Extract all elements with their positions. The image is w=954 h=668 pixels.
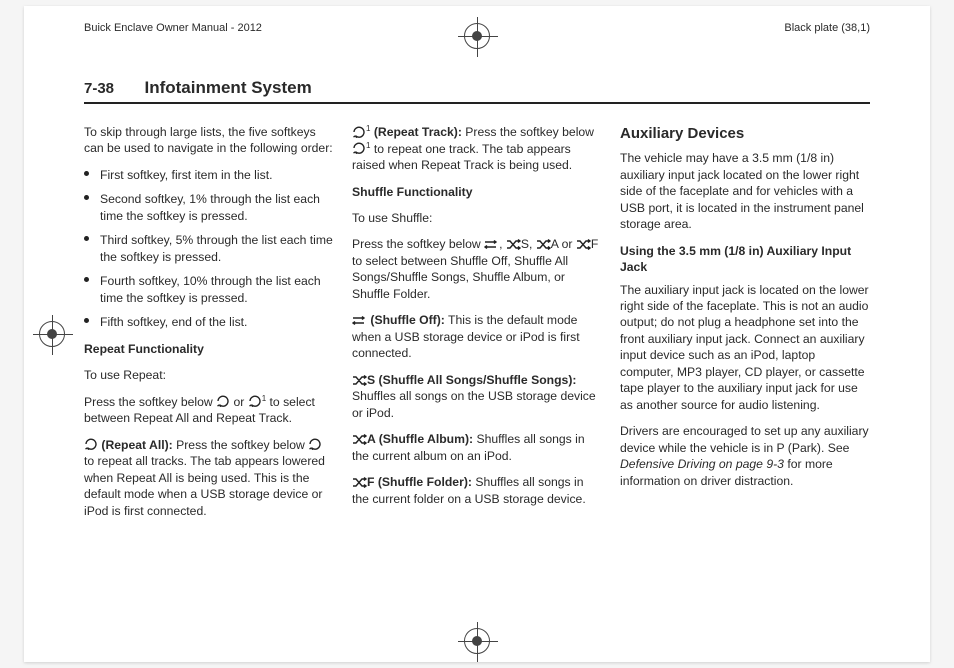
label: A (Shuffle Album): <box>367 432 473 446</box>
repeat-icon <box>352 126 366 138</box>
shuffle-press: Press the softkey below , S, A or F to s… <box>352 236 602 302</box>
shuffle-icon <box>536 238 551 250</box>
content-columns: To skip through large lists, the five so… <box>84 124 870 622</box>
page-number: 7-38 <box>84 80 114 97</box>
repeat-track: 1 (Repeat Track): Press the softkey belo… <box>352 124 602 174</box>
repeat-icon <box>308 438 322 450</box>
repeat-icon <box>248 395 262 407</box>
list-item: First softkey, first item in the list. <box>84 167 334 183</box>
intro-text: To skip through large lists, the five so… <box>84 124 334 157</box>
text: to repeat all tracks. The tab appears lo… <box>84 454 325 517</box>
label: (Repeat Track): <box>370 125 461 139</box>
text: Shuffles all songs on the USB storage de… <box>352 389 596 419</box>
text: Press the softkey below <box>462 125 594 139</box>
header-right: Black plate (38,1) <box>784 22 870 34</box>
label: S (Shuffle All Songs/Shuffle Songs): <box>367 373 576 387</box>
shuffle-album: A (Shuffle Album): Shuffles all songs in… <box>352 431 602 464</box>
registration-mark-left <box>39 321 65 347</box>
list-item: Fifth softkey, end of the list. <box>84 314 334 330</box>
list-item-text: Third softkey, 5% through the list each … <box>100 233 333 263</box>
cross-reference: Defensive Driving on page 9-3 <box>620 457 784 471</box>
text: to repeat one track. The tab appears rai… <box>352 142 572 172</box>
softkey-list: First softkey, first item in the list. S… <box>84 167 334 331</box>
arrows-icon <box>352 314 367 326</box>
repeat-press: Press the softkey below or 1 to select b… <box>84 394 334 427</box>
section-header: 7-38 Infotainment System <box>84 78 870 104</box>
shuffle-icon <box>352 476 367 488</box>
repeat-icon <box>352 142 366 154</box>
text: , <box>499 237 506 251</box>
list-item-text: Second softkey, 1% through the list each… <box>100 192 320 222</box>
text: S, <box>521 237 536 251</box>
list-item-text: First softkey, first item in the list. <box>100 168 272 182</box>
arrows-icon <box>484 238 499 250</box>
list-item-text: Fifth softkey, end of the list. <box>100 315 247 329</box>
text: Press the softkey below <box>352 237 484 251</box>
text: or <box>230 395 248 409</box>
aux-subheading: Using the 3.5 mm (1/8 in) Auxiliary Inpu… <box>620 243 870 276</box>
label: F (Shuffle Folder): <box>367 475 472 489</box>
shuffle-folder: F (Shuffle Folder): Shuffles all songs i… <box>352 474 602 507</box>
registration-mark-bottom <box>464 628 490 654</box>
section-title: Infotainment System <box>144 78 311 97</box>
list-item: Fourth softkey, 10% through the list eac… <box>84 273 334 306</box>
repeat-intro: To use Repeat: <box>84 367 334 383</box>
registration-mark-top <box>464 23 490 49</box>
shuffle-off: (Shuffle Off): This is the default mode … <box>352 312 602 361</box>
column-3: Auxiliary Devices The vehicle may have a… <box>620 124 870 622</box>
aux-heading: Auxiliary Devices <box>620 124 870 144</box>
shuffle-icon <box>352 433 367 445</box>
text: Press the softkey below <box>84 395 216 409</box>
aux-body-2: Drivers are encouraged to set up any aux… <box>620 423 870 489</box>
repeat-heading: Repeat Functionality <box>84 341 334 357</box>
column-2: 1 (Repeat Track): Press the softkey belo… <box>352 124 602 622</box>
column-1: To skip through large lists, the five so… <box>84 124 334 622</box>
shuffle-songs: S (Shuffle All Songs/Shuffle Songs): Shu… <box>352 372 602 421</box>
shuffle-icon <box>576 238 591 250</box>
aux-body-1: The auxiliary input jack is located on t… <box>620 282 870 414</box>
text: Press the softkey below <box>173 438 308 452</box>
aux-intro: The vehicle may have a 3.5 mm (1/8 in) a… <box>620 150 870 232</box>
list-item-text: Fourth softkey, 10% through the list eac… <box>100 274 321 304</box>
shuffle-icon <box>506 238 521 250</box>
repeat-all: (Repeat All): Press the softkey below to… <box>84 437 334 519</box>
repeat-icon <box>84 438 98 450</box>
repeat-icon <box>216 395 230 407</box>
shuffle-heading: Shuffle Functionality <box>352 184 602 200</box>
text: Drivers are encouraged to set up any aux… <box>620 424 869 454</box>
list-item: Third softkey, 5% through the list each … <box>84 232 334 265</box>
shuffle-icon <box>352 374 367 386</box>
page: Buick Enclave Owner Manual - 2012 Black … <box>24 6 930 662</box>
label: (Repeat All): <box>98 438 173 452</box>
list-item: Second softkey, 1% through the list each… <box>84 191 334 224</box>
shuffle-intro: To use Shuffle: <box>352 210 602 226</box>
header-left: Buick Enclave Owner Manual - 2012 <box>84 22 262 34</box>
label: (Shuffle Off): <box>367 313 445 327</box>
text: A or <box>551 237 576 251</box>
